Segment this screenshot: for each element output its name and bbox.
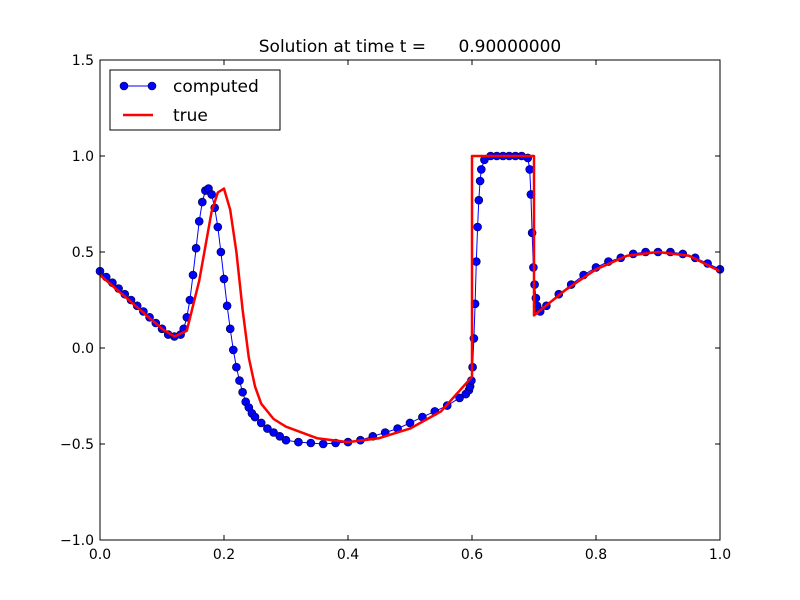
y-tick-label: 1.0	[72, 149, 94, 165]
legend: computed true	[109, 69, 281, 131]
x-tick-label: 0.4	[337, 547, 359, 563]
computed-point	[263, 424, 272, 433]
computed-point	[188, 270, 198, 280]
computed-point	[250, 412, 260, 422]
computed-point	[476, 165, 486, 174]
computed-point	[256, 418, 266, 428]
true-series-layer	[99, 154, 721, 444]
legend-label-true: true	[173, 106, 208, 126]
ticks-layer: 0.0 0.2 0.4 0.6 0.8 1.0 1.5 1.0 0.5 0.0 −0.5 −1.0	[60, 53, 731, 563]
computed-point	[475, 176, 485, 186]
computed-point	[191, 243, 201, 253]
plot-area	[100, 60, 720, 540]
computed-point	[225, 324, 235, 334]
y-tick-label: 1.5	[72, 53, 94, 69]
computed-point	[229, 345, 238, 355]
computed-series-layer	[95, 151, 725, 449]
computed-point	[232, 362, 241, 372]
y-tick-label: −1.0	[60, 533, 94, 549]
computed-point	[194, 217, 204, 226]
computed-point	[222, 301, 232, 311]
chart-title: Solution at time t = 0.90000000	[259, 37, 561, 57]
computed-point	[455, 393, 464, 403]
x-tick-label: 0.2	[213, 547, 235, 563]
y-tick-label: 0.0	[72, 341, 94, 357]
computed-point	[216, 247, 226, 257]
x-tick-label: 1.0	[709, 547, 731, 563]
computed-point	[281, 435, 291, 445]
computed-point	[405, 418, 415, 428]
computed-point	[306, 438, 316, 448]
computed-point	[269, 428, 278, 437]
y-tick-label: 0.5	[72, 245, 94, 261]
axes-frame	[99, 59, 721, 541]
computed-point	[235, 376, 244, 385]
computed-point	[474, 195, 484, 205]
legend-label-computed: computed	[173, 77, 259, 97]
computed-point	[219, 274, 229, 284]
computed-point	[275, 431, 285, 441]
x-tick-label: 0.8	[585, 547, 607, 563]
axes-background	[100, 60, 720, 540]
computed-point	[198, 197, 207, 207]
computed-point	[473, 222, 482, 232]
legend-computed-marker-right	[147, 81, 157, 91]
y-tick-label: −0.5	[60, 437, 94, 453]
computed-point	[213, 222, 223, 232]
computed-point	[294, 437, 303, 447]
true-series-line	[99, 154, 721, 444]
computed-point	[238, 387, 247, 397]
computed-point	[207, 190, 216, 199]
computed-point	[525, 165, 535, 174]
legend-frame	[109, 69, 281, 131]
x-tick-label: 0.6	[461, 547, 483, 563]
x-tick-label: 0.0	[89, 547, 111, 563]
computed-point	[318, 439, 328, 449]
legend-computed-marker-left	[119, 81, 129, 91]
computed-point	[471, 257, 481, 266]
